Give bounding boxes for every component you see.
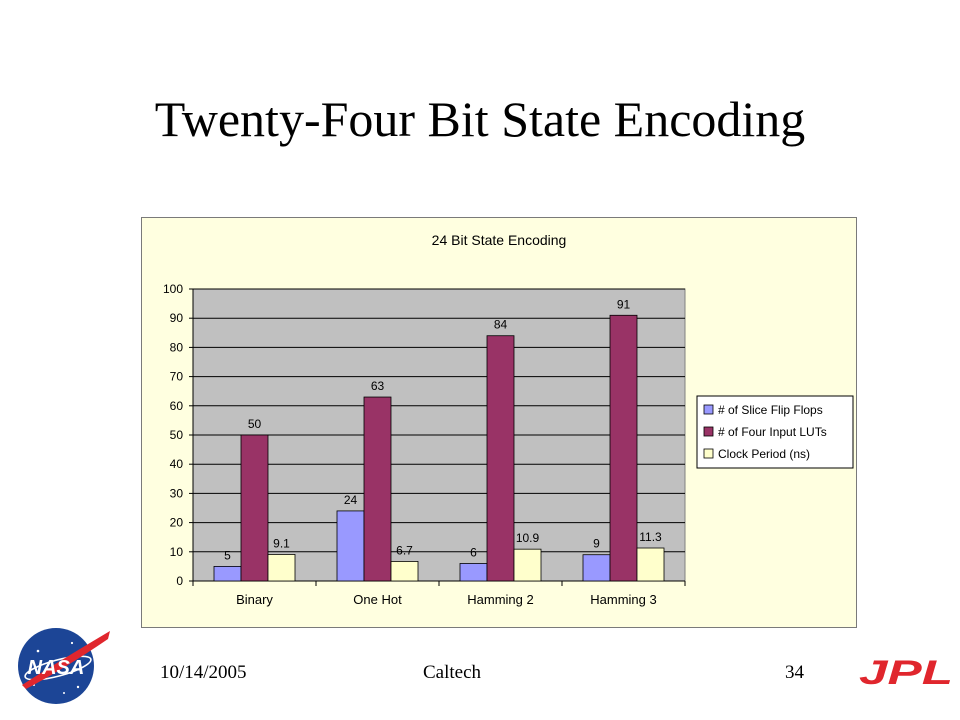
data-label: 63: [371, 379, 385, 393]
data-label: 9.1: [273, 536, 290, 550]
chart-area: 24 Bit State Encoding 0 10 20 30 40 50 60 70 80 90…: [141, 217, 857, 628]
y-tick-label: 20: [170, 516, 184, 530]
bar-0-2: [459, 563, 488, 582]
footer-organization: Caltech: [423, 662, 482, 683]
data-label: 84: [494, 318, 508, 332]
legend-swatch-1: [703, 426, 714, 437]
y-tick-label: 100: [163, 282, 183, 296]
y-tick-label: 90: [170, 311, 184, 325]
y-tick-label: 30: [170, 486, 184, 500]
bar-2-2: [513, 548, 542, 582]
footer-page-number: 34: [785, 662, 804, 683]
slide-title: Twenty-Four Bit State Encoding: [154, 91, 806, 147]
bar-1-1: [363, 396, 392, 582]
data-label: 91: [617, 297, 631, 311]
y-tick-label: 60: [170, 399, 184, 413]
bar-2-0: [267, 554, 296, 582]
bar-2-3: [636, 547, 665, 582]
x-tick-label: Binary: [236, 592, 273, 607]
bar-1-0: [240, 434, 269, 582]
bar-1-2: [486, 335, 515, 582]
bar-0-1: [336, 510, 365, 582]
legend-swatch-2: [703, 448, 714, 459]
data-label: 24: [344, 493, 358, 507]
data-label: 11.3: [639, 530, 662, 544]
y-tick-label: 50: [170, 428, 184, 442]
nasa-logo-icon: NASA: [18, 628, 110, 704]
data-label: 6.7: [396, 543, 413, 557]
bar-2-1: [390, 561, 419, 582]
bar-0-3: [582, 554, 611, 582]
footer-date: 10/14/2005: [160, 662, 247, 683]
legend-entry: # of Slice Flip Flops: [718, 403, 823, 417]
x-tick-label: Hamming 3: [590, 592, 656, 607]
legend: [696, 395, 854, 469]
data-label: 6: [470, 545, 477, 559]
y-tick-label: 0: [176, 574, 183, 588]
x-tick-label: One Hot: [353, 592, 402, 607]
bar-1-3: [609, 314, 638, 582]
jpl-logo-icon: JPL: [859, 654, 953, 688]
data-label: 5: [224, 548, 231, 562]
legend-entry: Clock Period (ns): [718, 447, 810, 461]
chart-title: 24 Bit State Encoding: [432, 232, 567, 248]
bar-0-0: [213, 565, 242, 582]
data-label: 10.9: [516, 531, 540, 545]
y-tick-label: 80: [170, 340, 184, 354]
data-label: 50: [248, 417, 262, 431]
bar-chart: 24 Bit State Encoding 0 10 20 30 40 50 60 70 80 90…: [163, 232, 854, 607]
data-label: 9: [593, 537, 600, 551]
svg-text:JPL: JPL: [859, 654, 953, 688]
y-tick-label: 40: [170, 457, 184, 471]
svg-text:NASA: NASA: [28, 657, 85, 679]
y-tick-label: 10: [170, 545, 184, 559]
legend-entry: # of Four Input LUTs: [718, 425, 827, 439]
x-tick-label: Hamming 2: [467, 592, 533, 607]
legend-swatch-0: [703, 404, 714, 415]
y-tick-label: 70: [170, 370, 184, 384]
